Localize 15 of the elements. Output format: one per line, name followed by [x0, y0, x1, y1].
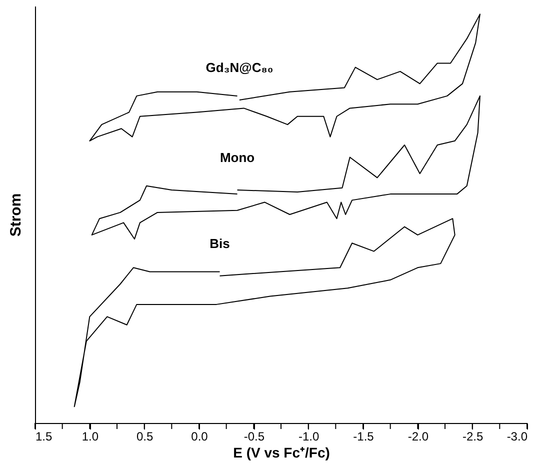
series-label: Gd₃N@C₈₀ — [206, 60, 274, 76]
y-axis-title: Strom — [8, 193, 24, 237]
x-tick-label: -1.0 — [298, 430, 320, 444]
x-tick-label: 1.0 — [82, 430, 99, 444]
x-tick-label: -0.5 — [244, 430, 265, 444]
x-tick-label: -1.5 — [353, 430, 374, 444]
x-tick-label: -2.0 — [408, 430, 429, 444]
x-tick-label: 0.5 — [136, 430, 154, 444]
x-tick-label: 1.5 — [36, 430, 53, 444]
x-tick-label: -2.5 — [462, 430, 484, 444]
x-tick-label: -3.0 — [506, 430, 528, 444]
x-tick-label: 0.0 — [191, 430, 208, 444]
series-label: Mono — [220, 150, 255, 165]
series-label: Bis — [210, 236, 230, 251]
x-axis-title: E (V vs Fc⁺/Fc) — [233, 444, 330, 460]
